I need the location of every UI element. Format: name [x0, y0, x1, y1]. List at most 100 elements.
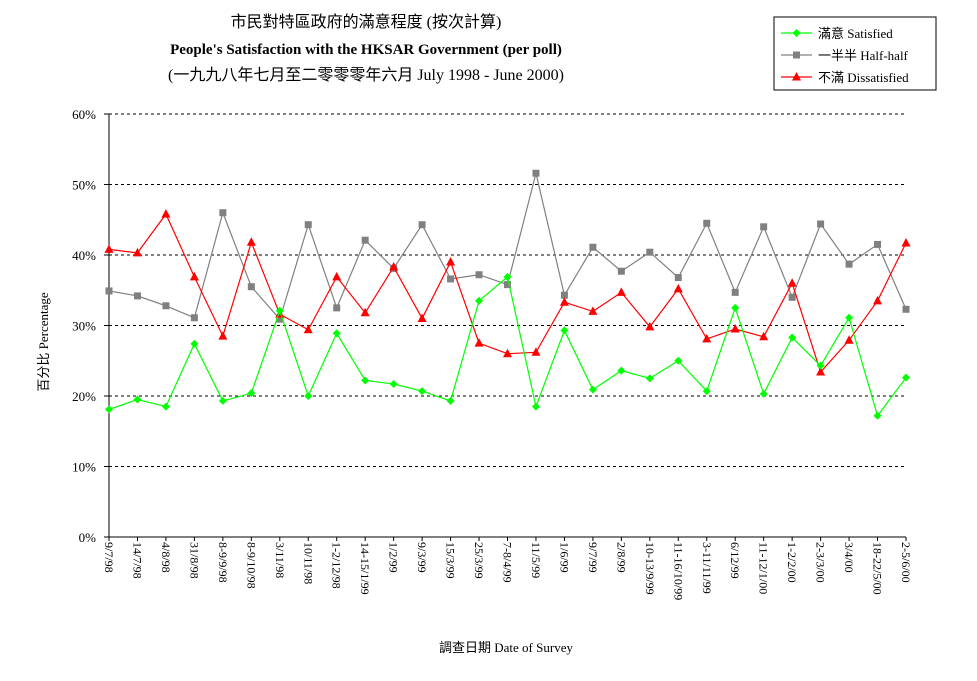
- data-point: [218, 396, 227, 405]
- data-point: [503, 272, 512, 281]
- data-point: [845, 260, 853, 268]
- data-point: [304, 392, 313, 400]
- x-tick-label: 3/4/00: [842, 542, 856, 573]
- data-point: [788, 293, 796, 301]
- x-tick-label: 1/6/99: [557, 542, 571, 573]
- x-tick-label: 4/8/98: [159, 542, 173, 573]
- x-tick-label: 9/7/98: [102, 542, 116, 573]
- data-point: [247, 389, 256, 398]
- data-point: [447, 275, 455, 283]
- x-tick-label: 11/5/99: [529, 542, 543, 578]
- data-point: [845, 313, 854, 322]
- data-point: [673, 283, 683, 293]
- data-point: [503, 348, 512, 358]
- data-point: [303, 324, 313, 334]
- data-point: [760, 223, 768, 231]
- data-point: [418, 221, 426, 229]
- data-point: [276, 315, 284, 323]
- y-tick-label: 0%: [79, 530, 97, 545]
- data-point: [902, 305, 910, 313]
- data-point: [588, 306, 598, 315]
- data-point: [161, 209, 171, 218]
- data-point: [504, 281, 511, 289]
- chart-subtitle: (一九九八年七月至二零零零年六月 July 1998 - June 2000): [168, 66, 564, 84]
- data-point: [475, 296, 484, 305]
- y-tick-label: 40%: [72, 248, 96, 263]
- x-tick-label: 2/8/99: [614, 542, 628, 573]
- data-point: [844, 335, 854, 344]
- legend-box: [773, 16, 937, 91]
- data-point: [617, 366, 626, 375]
- x-tick-label: 11-12/1/00: [757, 542, 771, 594]
- data-point: [133, 292, 141, 300]
- legend-label: 不滿 Dissatisfied: [818, 70, 909, 85]
- data-point: [247, 283, 255, 291]
- y-tick-labels: 0% 10% 20% 30% 40% 50% 60%: [72, 107, 109, 545]
- series-1: [105, 169, 910, 323]
- data-point: [333, 304, 341, 312]
- data-point: [645, 374, 654, 383]
- data-point: [702, 333, 712, 343]
- y-tick-label: 20%: [72, 389, 96, 404]
- x-tick-label: 3/11/98: [273, 542, 287, 578]
- x-tick-label: 11-16/10/99: [671, 542, 685, 600]
- legend-label: 一半半 Half-half: [818, 48, 909, 63]
- data-point: [759, 331, 769, 341]
- x-tick-label: 2-3/3/00: [814, 542, 828, 583]
- legend: 滿意 Satisfied 一半半 Half-half 不滿 Dissatisfied: [773, 16, 937, 91]
- data-point: [389, 261, 399, 271]
- data-point: [560, 291, 568, 299]
- data-point: [531, 347, 541, 356]
- data-point: [275, 306, 284, 315]
- data-point: [588, 385, 597, 394]
- x-tick-label: 6/12/99: [728, 542, 742, 579]
- data-point: [418, 387, 427, 396]
- data-point: [646, 248, 654, 256]
- x-tick-label: 15/3/99: [444, 542, 458, 579]
- data-point: [560, 326, 569, 335]
- data-point: [446, 396, 455, 405]
- data-point: [817, 220, 825, 228]
- data-point: [304, 221, 312, 229]
- x-tick-label: 8-9/9/98: [216, 542, 230, 583]
- y-tick-label: 30%: [72, 319, 96, 334]
- x-tick-label: 18-22/5/00: [871, 542, 885, 595]
- data-point: [702, 387, 711, 396]
- data-point: [674, 356, 683, 365]
- data-point: [531, 402, 540, 411]
- series-line: [108, 275, 907, 418]
- grid-lines: [109, 113, 906, 467]
- data-point: [246, 237, 256, 246]
- x-tick-labels: 9/7/98 14/7/98 4/8/98 31/8/98 8-9/9/98 8-9/10…: [102, 537, 913, 600]
- x-tick-label: 25/3/99: [472, 542, 486, 579]
- data-point: [190, 314, 198, 322]
- data-point: [417, 313, 427, 322]
- chart-title-en: People's Satisfaction with the HKSAR Gov…: [170, 42, 562, 58]
- data-point: [475, 271, 483, 279]
- data-point: [730, 324, 740, 333]
- x-tick-label: 1-2/2/00: [785, 542, 799, 583]
- data-point: [161, 402, 170, 411]
- data-point: [389, 380, 398, 389]
- data-point: [104, 244, 114, 253]
- series-layer: [104, 169, 911, 420]
- data-point: [788, 333, 797, 342]
- data-point: [874, 240, 882, 248]
- data-point: [616, 287, 626, 296]
- x-tick-label: 14/7/98: [130, 542, 144, 579]
- data-point: [133, 395, 142, 404]
- data-point: [219, 209, 227, 217]
- data-point: [218, 331, 228, 340]
- data-point: [360, 307, 370, 317]
- data-point: [105, 405, 113, 414]
- data-point: [162, 302, 170, 310]
- data-point: [132, 247, 142, 257]
- data-point: [589, 243, 597, 251]
- data-point: [873, 411, 882, 420]
- x-tick-label: 9/7/99: [586, 542, 600, 573]
- x-tick-label: 1-2/12/98: [330, 542, 344, 589]
- legend-marker: [792, 29, 801, 37]
- y-axis-label: 百分比 Percentage: [36, 292, 51, 392]
- data-point: [361, 376, 370, 385]
